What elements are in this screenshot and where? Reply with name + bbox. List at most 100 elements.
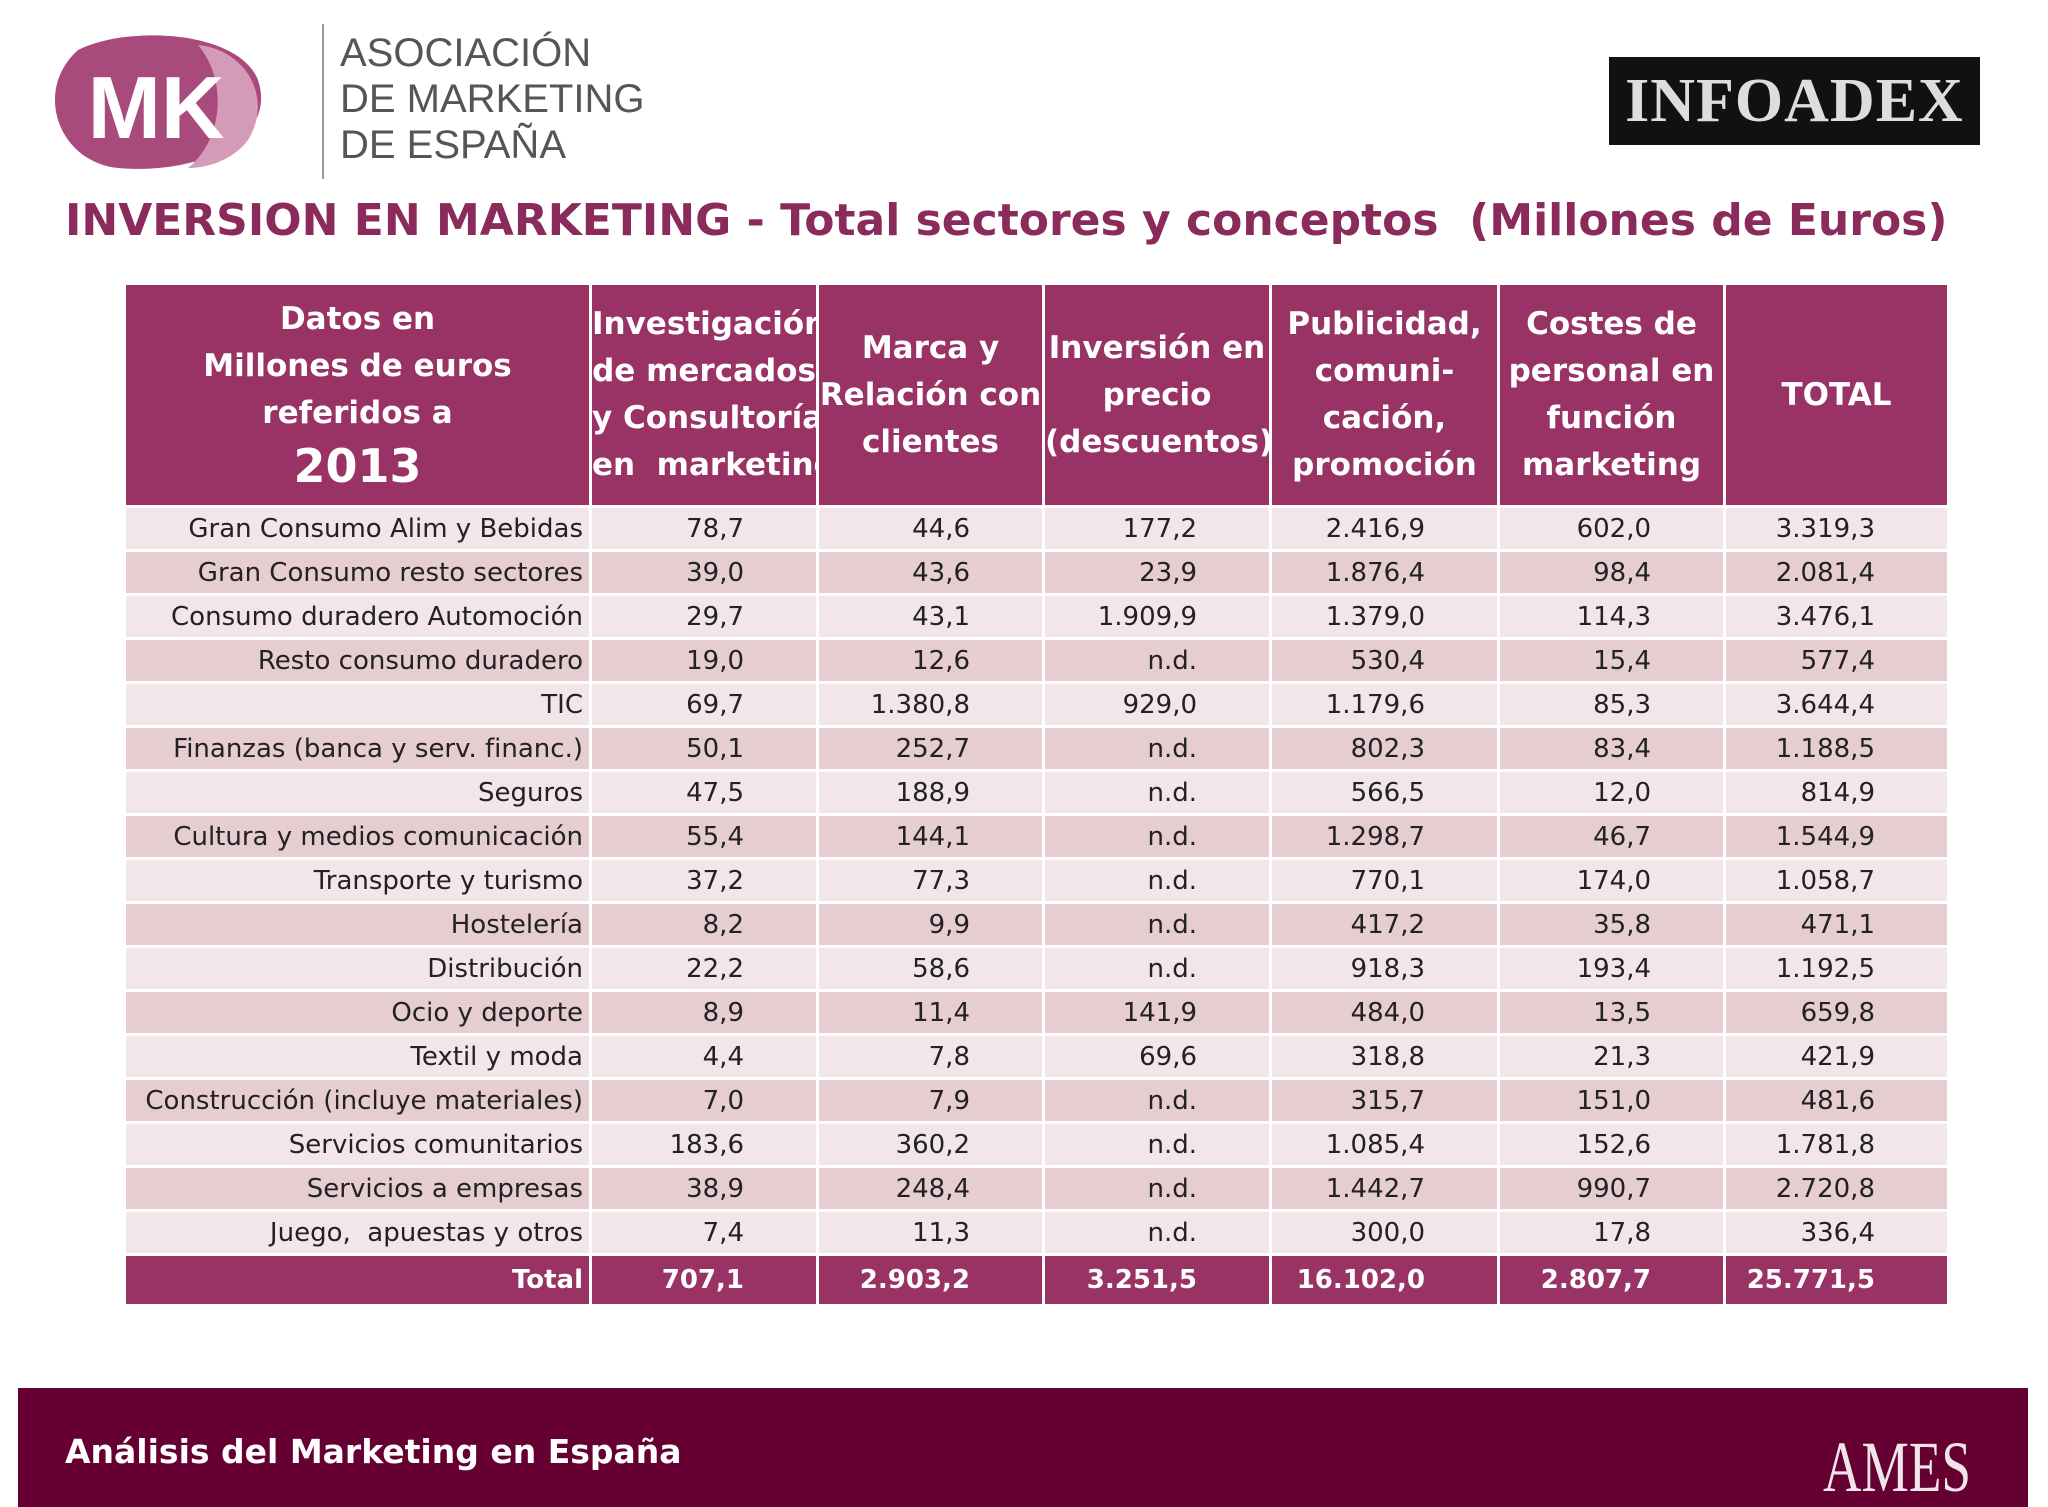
footer-text: Análisis del Marketing en España <box>65 1432 682 1471</box>
row-label: Hostelería <box>123 901 592 948</box>
header-line: marketing <box>1521 447 1702 483</box>
header-line: en marketing <box>592 447 818 483</box>
row-label: Textil y moda <box>123 1033 592 1080</box>
cell: n.d. <box>1042 1209 1272 1256</box>
cell: 577,4 <box>1723 637 1950 684</box>
cell: 77,3 <box>816 857 1045 904</box>
cell: 174,0 <box>1497 857 1726 904</box>
header-row: Datos en Millones de euros referidos a 2013… <box>123 282 1950 508</box>
header-line: Relación con <box>819 376 1042 413</box>
header-cell: Marca y Relación con clientes <box>816 282 1045 508</box>
cell: 1.058,7 <box>1723 857 1950 904</box>
header-line: Marca y <box>861 329 1000 366</box>
cell: 3.319,3 <box>1723 505 1950 552</box>
row-label: Distribución <box>123 945 592 992</box>
total-cell: 2.807,7 <box>1497 1253 1726 1307</box>
header-line: (descuentos) <box>1045 423 1271 460</box>
total-cell: 16.102,0 <box>1269 1253 1500 1307</box>
table-row: Finanzas (banca y serv. financ.) 50,1 252,… <box>123 725 1950 772</box>
header-line: referidos a <box>262 394 453 431</box>
header-cell: Publicidad, comuni-cación, promoción <box>1269 282 1500 508</box>
cell: 17,8 <box>1497 1209 1726 1256</box>
row-label: Seguros <box>123 769 592 816</box>
cell: n.d. <box>1042 1077 1272 1124</box>
cell: n.d. <box>1042 769 1272 816</box>
header-line: Publicidad, <box>1287 306 1482 342</box>
cell: 1.909,9 <box>1042 593 1272 640</box>
row-label: Gran Consumo resto sectores <box>123 549 592 596</box>
cell: 814,9 <box>1723 769 1950 816</box>
header-line: Inversión en <box>1048 329 1266 366</box>
row-label: Cultura y medios comunicación <box>123 813 592 860</box>
table-row: Juego, apuestas y otros 7,4 11,3 n.d. 300,0 1… <box>123 1209 1950 1256</box>
cell: 38,9 <box>589 1165 819 1212</box>
table-row: TIC 69,7 1.380,8 929,0 1.179,6 85,3 3.644,4 <box>123 681 1950 728</box>
table-row: Servicios comunitarios 183,6 360,2 n.d. 1.08… <box>123 1121 1950 1168</box>
cell: 69,7 <box>589 681 819 728</box>
cell: 47,5 <box>589 769 819 816</box>
cell: 300,0 <box>1269 1209 1500 1256</box>
cell: 46,7 <box>1497 813 1726 860</box>
cell: 188,9 <box>816 769 1045 816</box>
row-label: Juego, apuestas y otros <box>123 1209 592 1256</box>
cell: 2.081,4 <box>1723 549 1950 596</box>
cell: 21,3 <box>1497 1033 1726 1080</box>
table-row: Resto consumo duradero 19,0 12,6 n.d. 530,4 1… <box>123 637 1950 684</box>
ames-logo: AMES <box>1823 1427 1971 1502</box>
cell: 318,8 <box>1269 1033 1500 1080</box>
cell: 918,3 <box>1269 945 1500 992</box>
table-row: Gran Consumo resto sectores 39,0 43,6 23,9 1… <box>123 549 1950 596</box>
row-label: TIC <box>123 681 592 728</box>
cell: 13,5 <box>1497 989 1726 1036</box>
cell: 83,4 <box>1497 725 1726 772</box>
cell: 177,2 <box>1042 505 1272 552</box>
cell: 1.442,7 <box>1269 1165 1500 1212</box>
cell: 1.179,6 <box>1269 681 1500 728</box>
header-cell: Costes de personal en función marketing <box>1497 282 1726 508</box>
ames-text: AMES <box>1823 1427 1971 1502</box>
cell: 12,0 <box>1497 769 1726 816</box>
cell: 9,9 <box>816 901 1045 948</box>
row-label: Construcción (incluye materiales) <box>123 1077 592 1124</box>
cell: 44,6 <box>816 505 1045 552</box>
cell: 336,4 <box>1723 1209 1950 1256</box>
cell: 4,4 <box>589 1033 819 1080</box>
cell: 417,2 <box>1269 901 1500 948</box>
cell: 7,8 <box>816 1033 1045 1080</box>
cell: 3.476,1 <box>1723 593 1950 640</box>
cell: 8,2 <box>589 901 819 948</box>
cell: 252,7 <box>816 725 1045 772</box>
cell: 35,8 <box>1497 901 1726 948</box>
cell: 50,1 <box>589 725 819 772</box>
table-row: Cultura y medios comunicación 55,4 144,1 n.… <box>123 813 1950 860</box>
logo-blob-light <box>188 45 258 168</box>
cell: 530,4 <box>1269 637 1500 684</box>
total-label: Total <box>123 1253 592 1307</box>
cell: 7,9 <box>816 1077 1045 1124</box>
cell: n.d. <box>1042 857 1272 904</box>
cell: 69,6 <box>1042 1033 1272 1080</box>
cell: 98,4 <box>1497 549 1726 596</box>
total-cell: 2.903,2 <box>816 1253 1045 1307</box>
cell: 2.416,9 <box>1269 505 1500 552</box>
cell: 12,6 <box>816 637 1045 684</box>
association-name: ASOCIACIÓN DE MARKETING DE ESPAÑA <box>340 30 644 168</box>
header-line: cación, <box>1322 400 1447 436</box>
cell: 39,0 <box>589 549 819 596</box>
table-body: Gran Consumo Alim y Bebidas 78,7 44,6 177,2… <box>123 505 1950 1256</box>
cell: 1.085,4 <box>1269 1121 1500 1168</box>
cell: 484,0 <box>1269 989 1500 1036</box>
cell: 602,0 <box>1497 505 1726 552</box>
table-row: Consumo duradero Automoción 29,7 43,1 1.909… <box>123 593 1950 640</box>
cell: 471,1 <box>1723 901 1950 948</box>
header-line: TOTAL <box>1781 376 1892 413</box>
association-line: DE MARKETING <box>340 77 645 121</box>
cell: 1.188,5 <box>1723 725 1950 772</box>
header-cell: TOTAL <box>1723 282 1950 508</box>
cell: 2.720,8 <box>1723 1165 1950 1212</box>
cell: n.d. <box>1042 637 1272 684</box>
cell: 248,4 <box>816 1165 1045 1212</box>
cell: 1.781,8 <box>1723 1121 1950 1168</box>
header-line: clientes <box>861 423 1000 460</box>
cell: 1.192,5 <box>1723 945 1950 992</box>
